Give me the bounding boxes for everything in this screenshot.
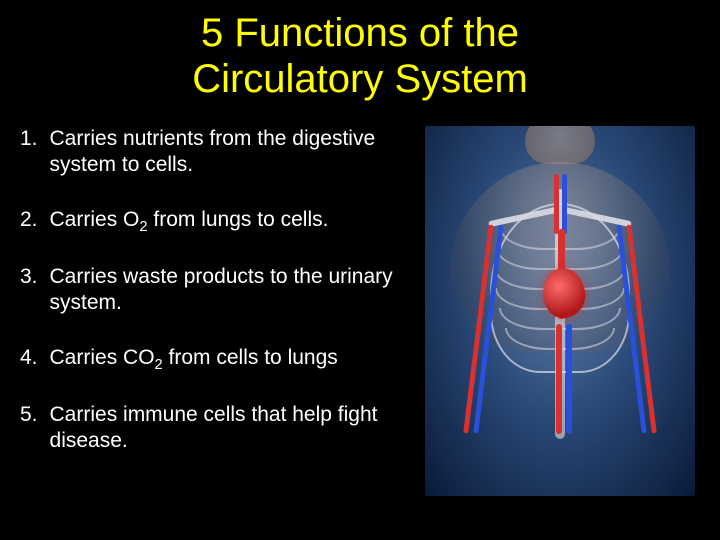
abdominal-vein — [566, 324, 572, 434]
list-item-number: 5. — [20, 402, 38, 428]
list-item-text: Carries CO2 from cells to lungs — [50, 345, 338, 375]
list-item-number: 1. — [20, 126, 38, 152]
illustration-column — [420, 126, 700, 496]
torso-group — [470, 174, 650, 434]
list-item-3: 3. Carries waste products to the urinary … — [20, 264, 412, 317]
content-area: 1. Carries nutrients from the digestive s… — [0, 102, 720, 496]
list-item-number: 3. — [20, 264, 38, 290]
list-item-number: 4. — [20, 345, 38, 371]
abdominal-artery — [556, 324, 562, 434]
functions-list: 1. Carries nutrients from the digestive s… — [20, 126, 420, 496]
list-item-2: 2. Carries O2 from lungs to cells. — [20, 207, 412, 237]
list-item-4: 4. Carries CO2 from cells to lungs — [20, 345, 412, 375]
head-silhouette — [525, 126, 595, 164]
list-item-text: Carries nutrients from the digestive sys… — [50, 126, 412, 179]
list-item-text: Carries O2 from lungs to cells. — [50, 207, 329, 237]
list-item-number: 2. — [20, 207, 38, 233]
list-item-text: Carries waste products to the urinary sy… — [50, 264, 412, 317]
title-line-2: Circulatory System — [192, 57, 528, 101]
carotid-artery — [554, 174, 559, 234]
slide-title: 5 Functions of the Circulatory System — [0, 0, 720, 102]
jugular-vein — [562, 174, 567, 234]
list-item-5: 5. Carries immune cells that help fight d… — [20, 402, 412, 455]
list-item-text: Carries immune cells that help fight dis… — [50, 402, 412, 455]
circulatory-system-illustration — [425, 126, 695, 496]
title-line-1: 5 Functions of the — [201, 11, 519, 55]
list-item-1: 1. Carries nutrients from the digestive s… — [20, 126, 412, 179]
